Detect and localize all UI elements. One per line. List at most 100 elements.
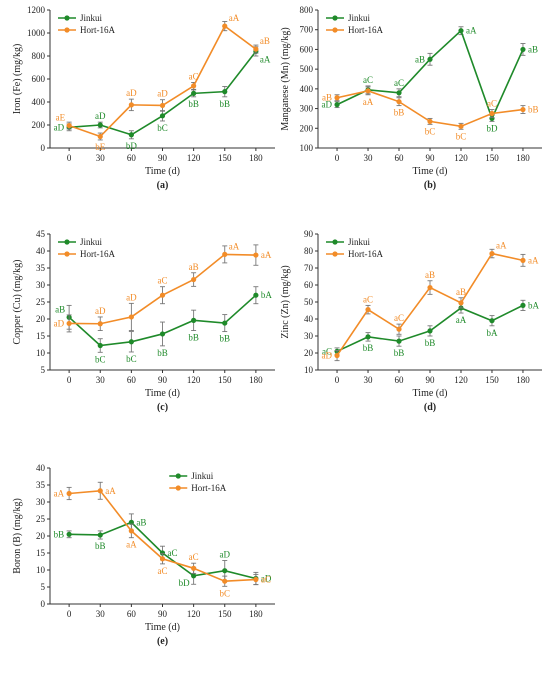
legend-marker-hort: [332, 251, 338, 257]
x-axis-label: Time (d): [145, 388, 180, 399]
x-tick-label: 90: [158, 153, 168, 163]
data-point-jinkui: [128, 339, 134, 345]
significance-label: aC: [158, 276, 168, 286]
significance-label: bA: [528, 300, 540, 310]
y-tick-label: 10: [36, 348, 46, 358]
x-tick-label: 150: [485, 153, 499, 163]
significance-label: bC: [219, 588, 230, 598]
y-tick-label: 25: [36, 297, 46, 307]
significance-label: aA: [528, 255, 539, 265]
significance-label: bD: [126, 141, 138, 151]
data-point-hort: [97, 488, 103, 494]
legend-label-jinkui: Jinkui: [348, 13, 371, 23]
data-point-hort: [520, 106, 526, 113]
y-tick-label: 35: [36, 263, 46, 273]
data-point-hort: [159, 556, 166, 562]
legend-label-hort: Hort-16A: [191, 483, 226, 493]
data-point-hort: [222, 578, 228, 584]
y-tick-label: 5: [41, 582, 46, 592]
y-tick-label: 90: [304, 229, 314, 239]
x-tick-label: 30: [364, 375, 374, 385]
y-axis-label: Manganese (Mn) (mg/kg): [280, 27, 291, 130]
x-tick-label: 90: [426, 153, 436, 163]
legend-label-jinkui: Jinkui: [191, 471, 214, 481]
significance-label: aA: [261, 250, 272, 260]
chart-panel-4: 10 20 30 40 50 60 70 80 90 0 30 60 90 120 150 180 Time (…: [280, 229, 542, 413]
x-tick-label: 60: [127, 153, 137, 163]
significance-label: aC: [487, 99, 497, 109]
data-point-jinkui: [191, 317, 197, 323]
x-axis-label: Time (d): [413, 388, 448, 399]
data-point-hort: [66, 122, 72, 129]
x-tick-label: 180: [516, 375, 530, 385]
significance-label: aE: [56, 113, 66, 123]
data-point-hort: [191, 276, 197, 283]
significance-label: bC: [95, 354, 106, 364]
data-point-jinkui: [97, 532, 103, 538]
data-point-jinkui: [191, 573, 197, 579]
data-point-jinkui: [427, 328, 433, 334]
y-tick-label: 15: [36, 548, 46, 558]
data-point-hort: [191, 565, 197, 571]
y-tick-label: 400: [32, 97, 46, 107]
data-point-hort: [334, 95, 340, 101]
y-tick-label: 70: [304, 263, 314, 273]
significance-label: bB: [528, 105, 539, 115]
significance-label: bB: [425, 338, 436, 348]
data-point-hort: [334, 352, 340, 359]
legend-marker-hort: [332, 27, 338, 33]
legend-label-hort: Hort-16A: [80, 249, 115, 259]
data-point-jinkui: [222, 89, 228, 95]
y-tick-label: 600: [32, 74, 46, 84]
significance-label: aD: [126, 88, 137, 98]
significance-label: aD: [54, 122, 65, 132]
y-tick-label: 40: [304, 314, 314, 324]
y-tick-label: 200: [32, 120, 46, 130]
legend-label-hort: Hort-16A: [80, 25, 115, 35]
y-tick-label: 100: [300, 143, 314, 153]
x-tick-label: 30: [96, 609, 106, 619]
data-point-hort: [191, 83, 197, 89]
x-tick-label: 0: [67, 375, 72, 385]
data-point-hort: [396, 99, 402, 105]
panel-label: (d): [424, 402, 436, 413]
legend-marker-jinkui: [64, 239, 70, 245]
data-point-jinkui: [427, 56, 433, 62]
significance-label: aD: [220, 549, 231, 559]
data-point-hort: [97, 321, 103, 327]
legend-marker-jinkui: [332, 239, 338, 245]
significance-label: aB: [456, 287, 466, 297]
y-tick-label: 20: [36, 314, 46, 324]
x-tick-label: 150: [218, 375, 232, 385]
data-point-hort: [253, 252, 259, 258]
y-axis-label: Zinc (Zn) (mg/kg): [280, 265, 291, 338]
significance-label: bC: [425, 126, 436, 136]
significance-label: aB: [425, 270, 435, 280]
data-point-hort: [365, 307, 371, 313]
chart-panel-3: 5 10 15 20 25 30 35 40 45 0 30 60 90 120 150 180 Time (d…: [12, 229, 275, 413]
data-point-jinkui: [365, 334, 371, 340]
data-point-jinkui: [396, 90, 402, 96]
significance-label: aB: [55, 304, 65, 314]
y-tick-label: 30: [36, 497, 46, 507]
significance-label: aB: [528, 44, 538, 54]
y-tick-label: 25: [36, 514, 46, 524]
x-tick-label: 120: [187, 153, 201, 163]
y-tick-label: 10: [304, 365, 314, 375]
y-tick-label: 700: [300, 25, 314, 35]
data-point-hort: [365, 88, 371, 94]
significance-label: bC: [157, 123, 168, 133]
significance-label: aA: [229, 241, 240, 251]
y-tick-label: 600: [300, 44, 314, 54]
data-point-hort: [159, 292, 166, 298]
y-tick-label: 500: [300, 64, 314, 74]
significance-label: bC: [126, 354, 137, 364]
x-axis-label: Time (d): [413, 166, 448, 177]
y-tick-label: 0: [41, 599, 46, 609]
significance-label: bB: [95, 541, 106, 551]
data-point-jinkui: [159, 113, 166, 119]
significance-label: bE: [95, 142, 106, 152]
x-tick-label: 120: [187, 375, 201, 385]
significance-label: aA: [105, 486, 116, 496]
legend-marker-jinkui: [175, 473, 181, 479]
